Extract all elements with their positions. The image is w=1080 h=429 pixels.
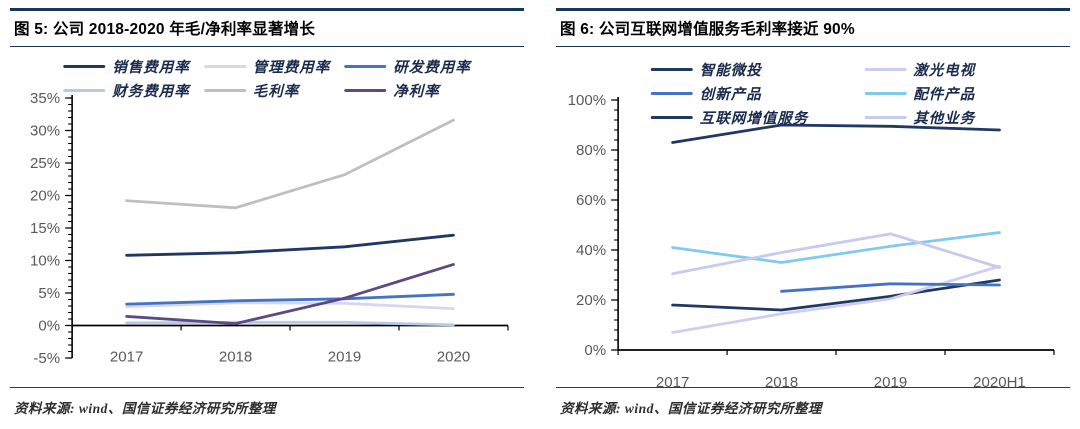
x-axis-tick-label: 2018 [765,374,798,387]
legend-label: 净利率 [393,84,440,100]
legend-line-swatch [63,88,106,93]
legend-line-swatch [344,64,387,69]
y-axis-tick-label: 0% [38,318,60,335]
legend-item: 毛利率 [203,80,331,101]
series-line [125,301,455,311]
axes: -5% 0% 5% 10% 15% 20% 25% 30% 35% 2017 2018 2019 202… [30,90,509,367]
figure-title: 图 5: 公司 2018-2020 年毛/净利率显著增长 [10,8,524,47]
legend-line-swatch [864,91,907,96]
legend-line-swatch [650,91,693,96]
legend-label: 销售费用率 [112,60,190,76]
x-axis-tick-label: 2020H1 [973,374,1026,387]
y-axis-tick-label: 40% [576,242,606,259]
y-axis-tick-label: 5% [38,285,60,302]
legend-label: 互联网增值服务 [699,111,809,127]
chart-legend: 智能微投 激光电视创新产品 配件产品互联网增值服务 其他业务 [650,59,976,128]
series-line [671,278,1001,312]
legend-item: 创新产品 [650,83,809,104]
y-axis-tick-label: -5% [33,350,60,367]
legend-label: 毛利率 [252,84,300,100]
legend-line-swatch [63,64,106,69]
series-line [671,264,1001,334]
y-axis-tick-label: 25% [30,155,60,172]
legend-label: 创新产品 [699,87,762,103]
legend-item: 净利率 [344,80,471,101]
series-line [125,292,455,306]
legend-label: 财务费用率 [112,84,190,100]
figure-title: 图 6: 公司互联网增值服务毛利率接近 90% [556,8,1070,47]
legend-line-swatch [650,115,693,120]
chart-area: 销售费用率 管理费用率 研发费用率财务费用率 毛利率 净利率 -5% 0% 5% 10% 15%… [10,47,524,387]
y-axis-tick-label: 0% [584,342,606,359]
y-axis-tick-label: 35% [30,90,60,107]
legend-item: 激光电视 [864,59,975,80]
legend-label: 激光电视 [913,63,976,79]
legend-line-swatch [864,115,907,120]
y-axis-tick-label: 80% [576,142,606,159]
legend-line-swatch [650,67,693,72]
legend-item: 财务费用率 [63,80,190,101]
series-line [125,233,455,257]
series-line [671,123,1001,144]
legend-item: 配件产品 [864,83,975,104]
x-axis-tick-label: 2017 [656,374,689,387]
y-axis-tick-label: 60% [576,192,606,209]
legend-label: 其他业务 [913,111,976,127]
series-lines [671,123,1001,334]
y-axis-tick-label: 20% [30,188,60,205]
series-lines [125,118,455,327]
legend-item: 销售费用率 [63,56,190,77]
line-chart: -5% 0% 5% 10% 15% 20% 25% 30% 35% 2017 2018 2019 202… [30,90,509,367]
source-note: 资料来源: wind、国信证券经济研究所整理 [556,387,1070,417]
x-axis-tick-label: 2017 [110,349,143,366]
chart-area: 智能微投 激光电视创新产品 配件产品互联网增值服务 其他业务 0% 20% 40% 60% 8… [556,47,1070,387]
legend-label: 智能微投 [699,63,762,79]
legend-line-swatch [344,88,387,93]
series-line [125,320,455,327]
legend-label: 配件产品 [913,87,976,103]
chart-legend: 销售费用率 管理费用率 研发费用率财务费用率 毛利率 净利率 [63,56,471,101]
axes: 0% 20% 40% 60% 80% 100% 2017 2018 2019 2020H1 [568,92,1055,387]
legend-item: 研发费用率 [344,56,471,77]
series-line [780,282,1001,293]
legend-item: 互联网增值服务 [650,107,809,128]
figure-panel-6: 图 6: 公司互联网增值服务毛利率接近 90% 智能微投 激光电视创新产品 配件产品… [556,8,1070,417]
legend-label: 管理费用率 [252,60,331,76]
report-figures-row: 图 5: 公司 2018-2020 年毛/净利率显著增长 销售费用率 管理费用率 研… [10,8,1070,417]
series-line [125,118,455,210]
legend-line-swatch [203,88,246,93]
legend-line-swatch [864,67,907,72]
y-axis-tick-label: 30% [30,123,60,140]
y-axis-tick-label: 20% [576,292,606,309]
x-axis-tick-label: 2019 [874,374,907,387]
figure-panel-5: 图 5: 公司 2018-2020 年毛/净利率显著增长 销售费用率 管理费用率 研… [10,8,524,417]
x-axis-tick-label: 2018 [219,349,252,366]
series-line [671,231,1001,264]
legend-label: 研发费用率 [393,60,471,76]
source-note: 资料来源: wind、国信证券经济研究所整理 [10,387,524,417]
legend-item: 其他业务 [864,107,975,128]
legend-item: 智能微投 [650,59,809,80]
legend-line-swatch [203,64,246,69]
series-line [671,232,1001,276]
series-line [125,262,455,326]
y-axis-tick-label: 100% [568,92,606,109]
x-axis-tick-label: 2020 [437,349,470,366]
x-axis-tick-label: 2019 [328,349,361,366]
legend-item: 管理费用率 [203,56,331,77]
y-axis-tick-label: 15% [30,220,60,237]
line-chart: 0% 20% 40% 60% 80% 100% 2017 2018 2019 2020H1 [568,92,1055,387]
y-axis-tick-label: 10% [30,253,60,270]
